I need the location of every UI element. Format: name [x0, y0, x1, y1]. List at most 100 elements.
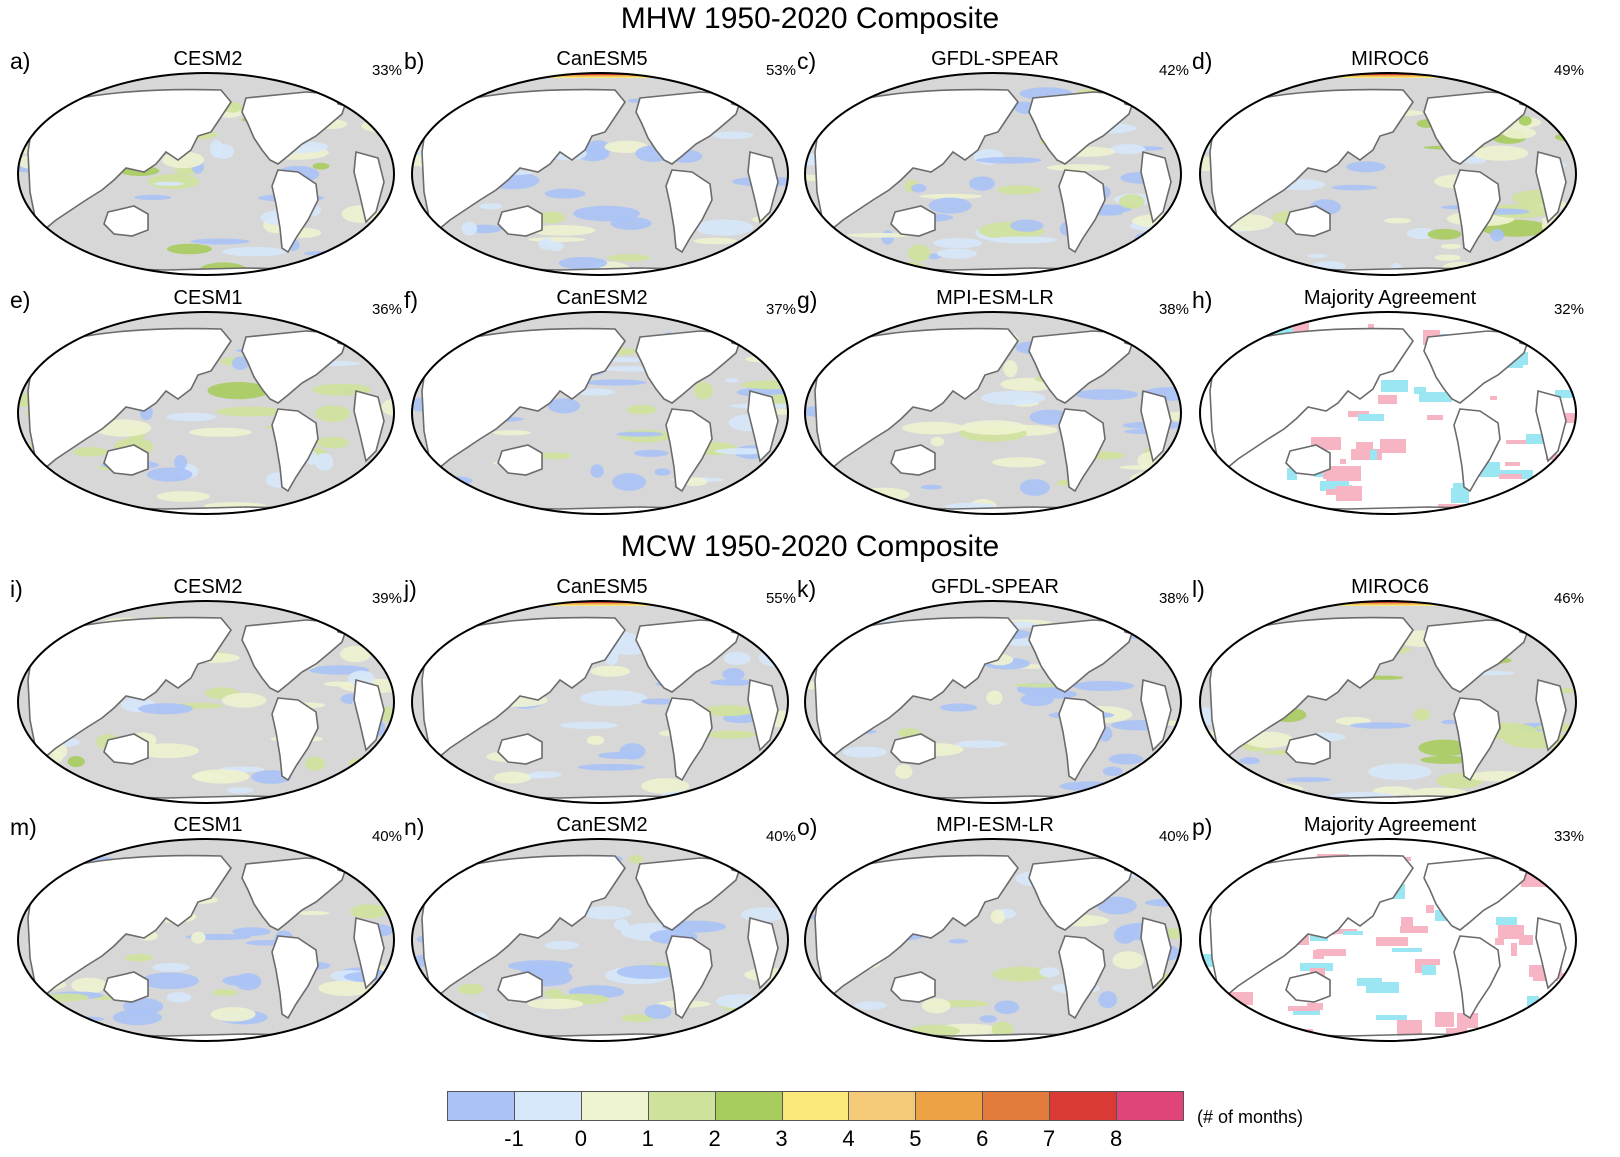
land-outline [421, 88, 626, 232]
agreement-positive-patch [1446, 1028, 1467, 1035]
anomaly-patch [544, 988, 563, 999]
colorbar-tick-label: 8 [1109, 1126, 1123, 1151]
agreement-negative-patch [1366, 982, 1399, 993]
anomaly-patch [895, 764, 913, 779]
agreement-positive-patch [1490, 396, 1497, 400]
land-outline [1120, 85, 1157, 109]
anomaly-patch [210, 1007, 256, 1022]
panel-percentage: 38% [1158, 590, 1189, 607]
anomaly-patch [590, 665, 631, 677]
anomaly-patch [975, 156, 1042, 164]
anomaly-patch [1472, 145, 1529, 161]
land-outline [497, 733, 543, 765]
anomaly-patch [730, 264, 747, 272]
anomaly-patch [1093, 210, 1124, 216]
anomaly-patch [760, 108, 779, 120]
anomaly-patch [960, 420, 1027, 435]
world-map [17, 600, 395, 804]
land-outline [1120, 324, 1157, 348]
map-border [804, 311, 1182, 515]
agreement-negative-patch [1526, 434, 1547, 444]
anomaly-patch [921, 484, 943, 490]
panel-letter: p) [1192, 814, 1213, 840]
colorbar-swatch [513, 1091, 582, 1121]
anomaly-patch [1384, 217, 1411, 224]
anomaly-patch [580, 690, 647, 707]
anomaly-patch [146, 467, 193, 482]
anomaly-patch [1019, 479, 1050, 496]
land-outline [814, 854, 1019, 998]
map-panel: o) MPI-ESM-LR 40% [795, 814, 1195, 1048]
anomaly-patch [1531, 622, 1576, 630]
land-outline [890, 971, 936, 1003]
anomaly-patch [707, 730, 757, 739]
agreement-positive-patch [1397, 1020, 1422, 1034]
map-panel: g) MPI-ESM-LR 38% [795, 287, 1195, 521]
land-outline [271, 408, 319, 493]
panel-model-name: GFDL-SPEAR [931, 48, 1059, 70]
agreement-negative-patch [1358, 414, 1384, 421]
anomaly-patch [992, 966, 1051, 982]
panel-percentage: 37% [765, 301, 796, 318]
map-border [1199, 838, 1577, 1042]
panel-model-name: CanESM5 [556, 576, 648, 598]
anomaly-patch [989, 236, 1058, 244]
map-border [1199, 600, 1577, 804]
agreement-positive-patch [1220, 992, 1253, 1005]
anomaly-patch [968, 176, 995, 191]
panel-model-name: Majority Agreement [1303, 287, 1477, 309]
anomaly-patch [582, 906, 632, 920]
land-outline [271, 169, 319, 254]
map-border [1199, 72, 1577, 276]
anomaly-patch [156, 491, 210, 502]
panel-percentage: 53% [765, 62, 796, 79]
anomaly-patch [174, 454, 188, 471]
land-outline [665, 169, 713, 254]
anomaly-patch [1306, 253, 1328, 258]
anomaly-patch [318, 980, 374, 996]
agreement-negative-patch [1392, 948, 1422, 952]
anomaly-patch [1205, 617, 1243, 626]
colorbar-swatch [647, 1091, 716, 1121]
land-outline [421, 616, 626, 760]
agreement-negative-patch [1527, 996, 1539, 1006]
agreement-positive-patch [1535, 478, 1555, 485]
land-outline [727, 613, 764, 637]
anomaly-patch [1108, 753, 1144, 765]
anomaly-patch [955, 740, 1007, 748]
panel-percentage: 38% [1158, 301, 1189, 318]
anomaly-patch [819, 617, 863, 630]
anomaly-patch [412, 502, 433, 514]
anomaly-patch [990, 909, 1005, 924]
anomaly-patch [621, 1014, 654, 1023]
land-outline [814, 327, 1019, 471]
anomaly-patch [714, 448, 769, 455]
anomaly-patch [347, 341, 394, 351]
mhw-title: MHW 1950-2020 Composite [620, 2, 1000, 35]
anomaly-patch [745, 355, 788, 363]
anomaly-patch [419, 482, 470, 500]
anomaly-patch [1098, 991, 1118, 1009]
anomaly-patch [148, 174, 200, 190]
anomaly-patch [207, 382, 270, 400]
anomaly-patch [529, 225, 596, 236]
land-outline [1120, 851, 1157, 875]
land-outline [1058, 697, 1106, 782]
anomaly-patch [538, 452, 573, 460]
panel-model-name: CanESM5 [556, 48, 648, 70]
anomaly-patch [836, 488, 866, 501]
land-outline [103, 971, 149, 1003]
anomaly-patch [341, 240, 394, 254]
panel-letter: i) [10, 576, 23, 602]
panel-letter: b) [404, 48, 425, 74]
anomaly-patch [814, 103, 844, 111]
anomaly-patch [211, 989, 238, 996]
anomaly-patch [703, 791, 767, 799]
colorbar-swatch [781, 1091, 850, 1121]
anomaly-patch [1158, 1015, 1181, 1033]
agreement-negative-patch [1357, 978, 1382, 986]
agreement-positive-patch [1415, 959, 1440, 965]
agreement-positive-patch [1253, 850, 1270, 855]
land-outline [333, 613, 370, 637]
anomaly-patch [191, 931, 206, 944]
